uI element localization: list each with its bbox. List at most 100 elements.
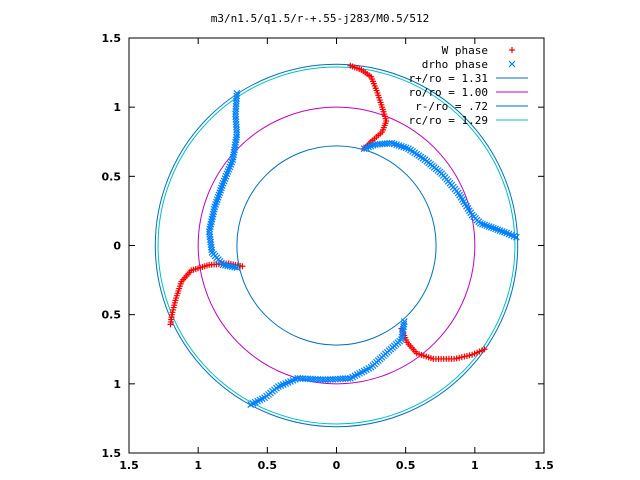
series-1 bbox=[205, 89, 520, 409]
ytick-label-1: 1 bbox=[113, 378, 121, 391]
point-1-19-6 bbox=[218, 259, 225, 267]
point-1-17-3 bbox=[209, 210, 217, 218]
legend-swatch-1 bbox=[508, 60, 516, 68]
circle-2 bbox=[236, 145, 437, 346]
point-1-22-5 bbox=[398, 331, 406, 338]
point-0-10-7 bbox=[208, 261, 215, 268]
point-1-18-6 bbox=[207, 243, 215, 251]
point-0-0-4 bbox=[356, 65, 363, 72]
point-1-5-9 bbox=[453, 187, 460, 195]
circle-layer bbox=[154, 63, 519, 428]
point-0-1-4 bbox=[366, 72, 373, 79]
ytick-label-6: 1.5 bbox=[102, 32, 122, 45]
point-1-17-5 bbox=[208, 215, 216, 223]
ytick-label-5: 1 bbox=[113, 101, 121, 114]
xtick-label-1: 1 bbox=[194, 459, 202, 472]
point-1-17-4 bbox=[209, 213, 216, 221]
point-0-20-7 bbox=[448, 355, 455, 362]
legend-swatch-0 bbox=[509, 47, 515, 53]
point-0-21-6 bbox=[466, 352, 473, 359]
point-0-12-5 bbox=[180, 276, 187, 283]
point-1-12-7 bbox=[232, 108, 240, 115]
legend-label-0: W phase bbox=[442, 44, 488, 57]
point-1-17-7 bbox=[207, 220, 215, 228]
point-1-17-1 bbox=[210, 205, 218, 213]
point-1-28-7 bbox=[277, 382, 285, 389]
point-1-10-3 bbox=[510, 232, 518, 240]
point-0-2-5 bbox=[372, 85, 379, 92]
xtick-label-2: 0.5 bbox=[258, 459, 278, 472]
point-1-0-3 bbox=[367, 142, 375, 150]
point-1-15-9 bbox=[220, 177, 228, 185]
point-1-1-5 bbox=[383, 140, 391, 147]
point-1-9-2 bbox=[496, 227, 504, 234]
point-1-9 bbox=[492, 225, 500, 233]
point-1-14-9 bbox=[229, 153, 237, 161]
xtick-label-6: 1.5 bbox=[534, 459, 554, 472]
point-0-5-4 bbox=[379, 126, 386, 133]
point-1-8-6 bbox=[489, 224, 497, 232]
point-0-13-6 bbox=[173, 292, 180, 299]
point-1-12-6 bbox=[232, 105, 240, 113]
point-0-11-7 bbox=[190, 266, 197, 273]
legend-label-5: rc/ro = 1.29 bbox=[409, 114, 488, 127]
point-1-22-6 bbox=[398, 333, 406, 341]
point-1-20-5 bbox=[231, 263, 239, 271]
point-1-18-7 bbox=[208, 246, 216, 254]
point-1-0-2 bbox=[365, 143, 373, 151]
legend-label-4: r-/ro = .72 bbox=[415, 100, 488, 113]
point-1-17-6 bbox=[208, 218, 215, 226]
point-1-7-4 bbox=[475, 218, 483, 226]
point-1-27-9 bbox=[299, 375, 307, 382]
ytick-label-0: 1.5 bbox=[102, 447, 122, 460]
point-0-18-5 bbox=[412, 348, 419, 355]
point-1-13-6 bbox=[233, 126, 240, 134]
point-1-24-9 bbox=[369, 362, 377, 369]
point-1-3-7 bbox=[419, 154, 427, 162]
point-1-26-9 bbox=[324, 376, 332, 383]
point-1-0 bbox=[360, 145, 368, 153]
point-1-9-3 bbox=[498, 227, 506, 235]
point-1-14-8 bbox=[230, 151, 238, 159]
point-1-9-4 bbox=[501, 228, 508, 236]
circle-1 bbox=[197, 106, 476, 385]
point-1-16-9 bbox=[212, 200, 220, 208]
point-0-15-3 bbox=[167, 318, 174, 325]
ytick-label-2: 0.5 bbox=[102, 309, 122, 322]
point-1-20-4 bbox=[228, 263, 236, 271]
point-1-8-1 bbox=[479, 220, 486, 228]
xtick-label-4: 0.5 bbox=[396, 459, 416, 472]
point-1-9-1 bbox=[494, 226, 502, 234]
point-1-0-1 bbox=[362, 144, 370, 152]
xtick-label-5: 1 bbox=[471, 459, 479, 472]
point-1-2-6 bbox=[402, 144, 410, 152]
chart-title: m3/n1.5/q1.5/r-+.55-j283/M0.5/512 bbox=[211, 12, 430, 25]
point-1-8-2 bbox=[481, 221, 489, 229]
xtick-label-3: 0 bbox=[333, 459, 341, 472]
point-0-19-6 bbox=[427, 355, 434, 362]
point-1-25-8 bbox=[349, 373, 357, 381]
point-1-29-6 bbox=[263, 392, 270, 400]
legend-label-1: drho phase bbox=[422, 58, 488, 71]
point-0-3-6 bbox=[378, 101, 385, 108]
circle-3 bbox=[157, 66, 516, 425]
point-0-6-4 bbox=[371, 135, 378, 142]
point-1-26-8 bbox=[326, 375, 334, 383]
point-1-30-5 bbox=[249, 400, 257, 407]
points-layer bbox=[167, 62, 520, 409]
xtick-label-0: 1.5 bbox=[119, 459, 139, 472]
point-1-17-8 bbox=[206, 223, 214, 231]
point-1-17-2 bbox=[210, 208, 218, 216]
point-1-8-3 bbox=[483, 222, 491, 230]
legend-label-3: ro/ro = 1.00 bbox=[409, 86, 488, 99]
circle-0 bbox=[154, 63, 519, 428]
ytick-label-3: 0 bbox=[113, 240, 121, 253]
point-1-8-4 bbox=[485, 223, 493, 230]
legend-label-2: r+/ro = 1.31 bbox=[409, 72, 488, 85]
point-0-22-4 bbox=[479, 347, 486, 354]
ytick-label-4: 0.5 bbox=[102, 170, 122, 183]
point-0-14-6 bbox=[169, 309, 176, 316]
point-1-17-9 bbox=[206, 225, 214, 233]
